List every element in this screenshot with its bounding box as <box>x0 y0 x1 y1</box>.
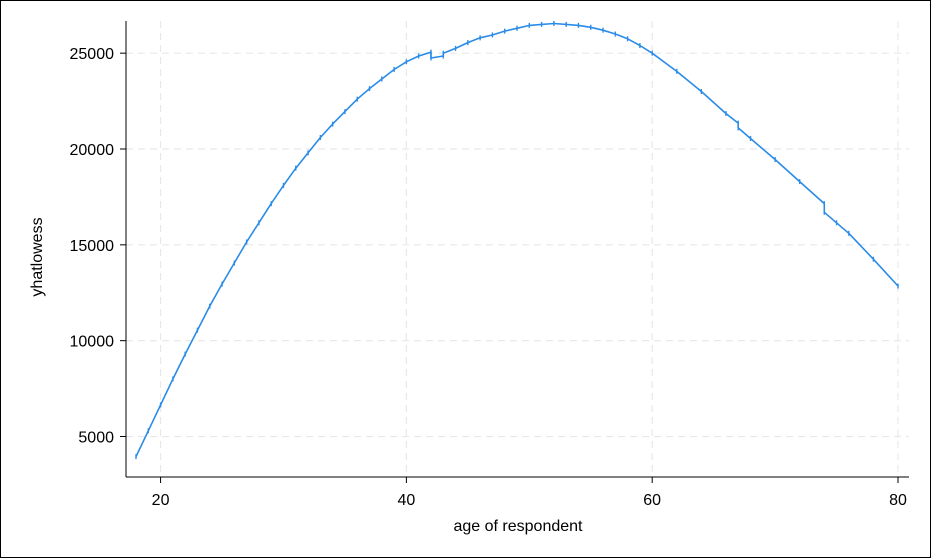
y-tick-label: 5000 <box>78 430 114 447</box>
series <box>135 20 899 460</box>
x-tick-label: 20 <box>152 492 170 509</box>
y-tick-label: 20000 <box>70 142 115 159</box>
y-tick-label: 15000 <box>70 238 115 255</box>
x-tick-label: 40 <box>397 492 415 509</box>
x-tick-label: 80 <box>889 492 907 509</box>
y-tick-label: 10000 <box>70 334 115 351</box>
series-line <box>135 22 899 457</box>
y-tick-label: 25000 <box>70 46 115 63</box>
axes <box>125 21 909 478</box>
ticks: 20 40 60 80 5000 10000 15000 20000 25000 <box>70 46 908 509</box>
grid-lines <box>126 21 909 477</box>
y-axis-label: yhatlowess <box>29 217 46 296</box>
x-axis-label: age of respondent <box>454 518 584 535</box>
x-tick-label: 60 <box>643 492 661 509</box>
